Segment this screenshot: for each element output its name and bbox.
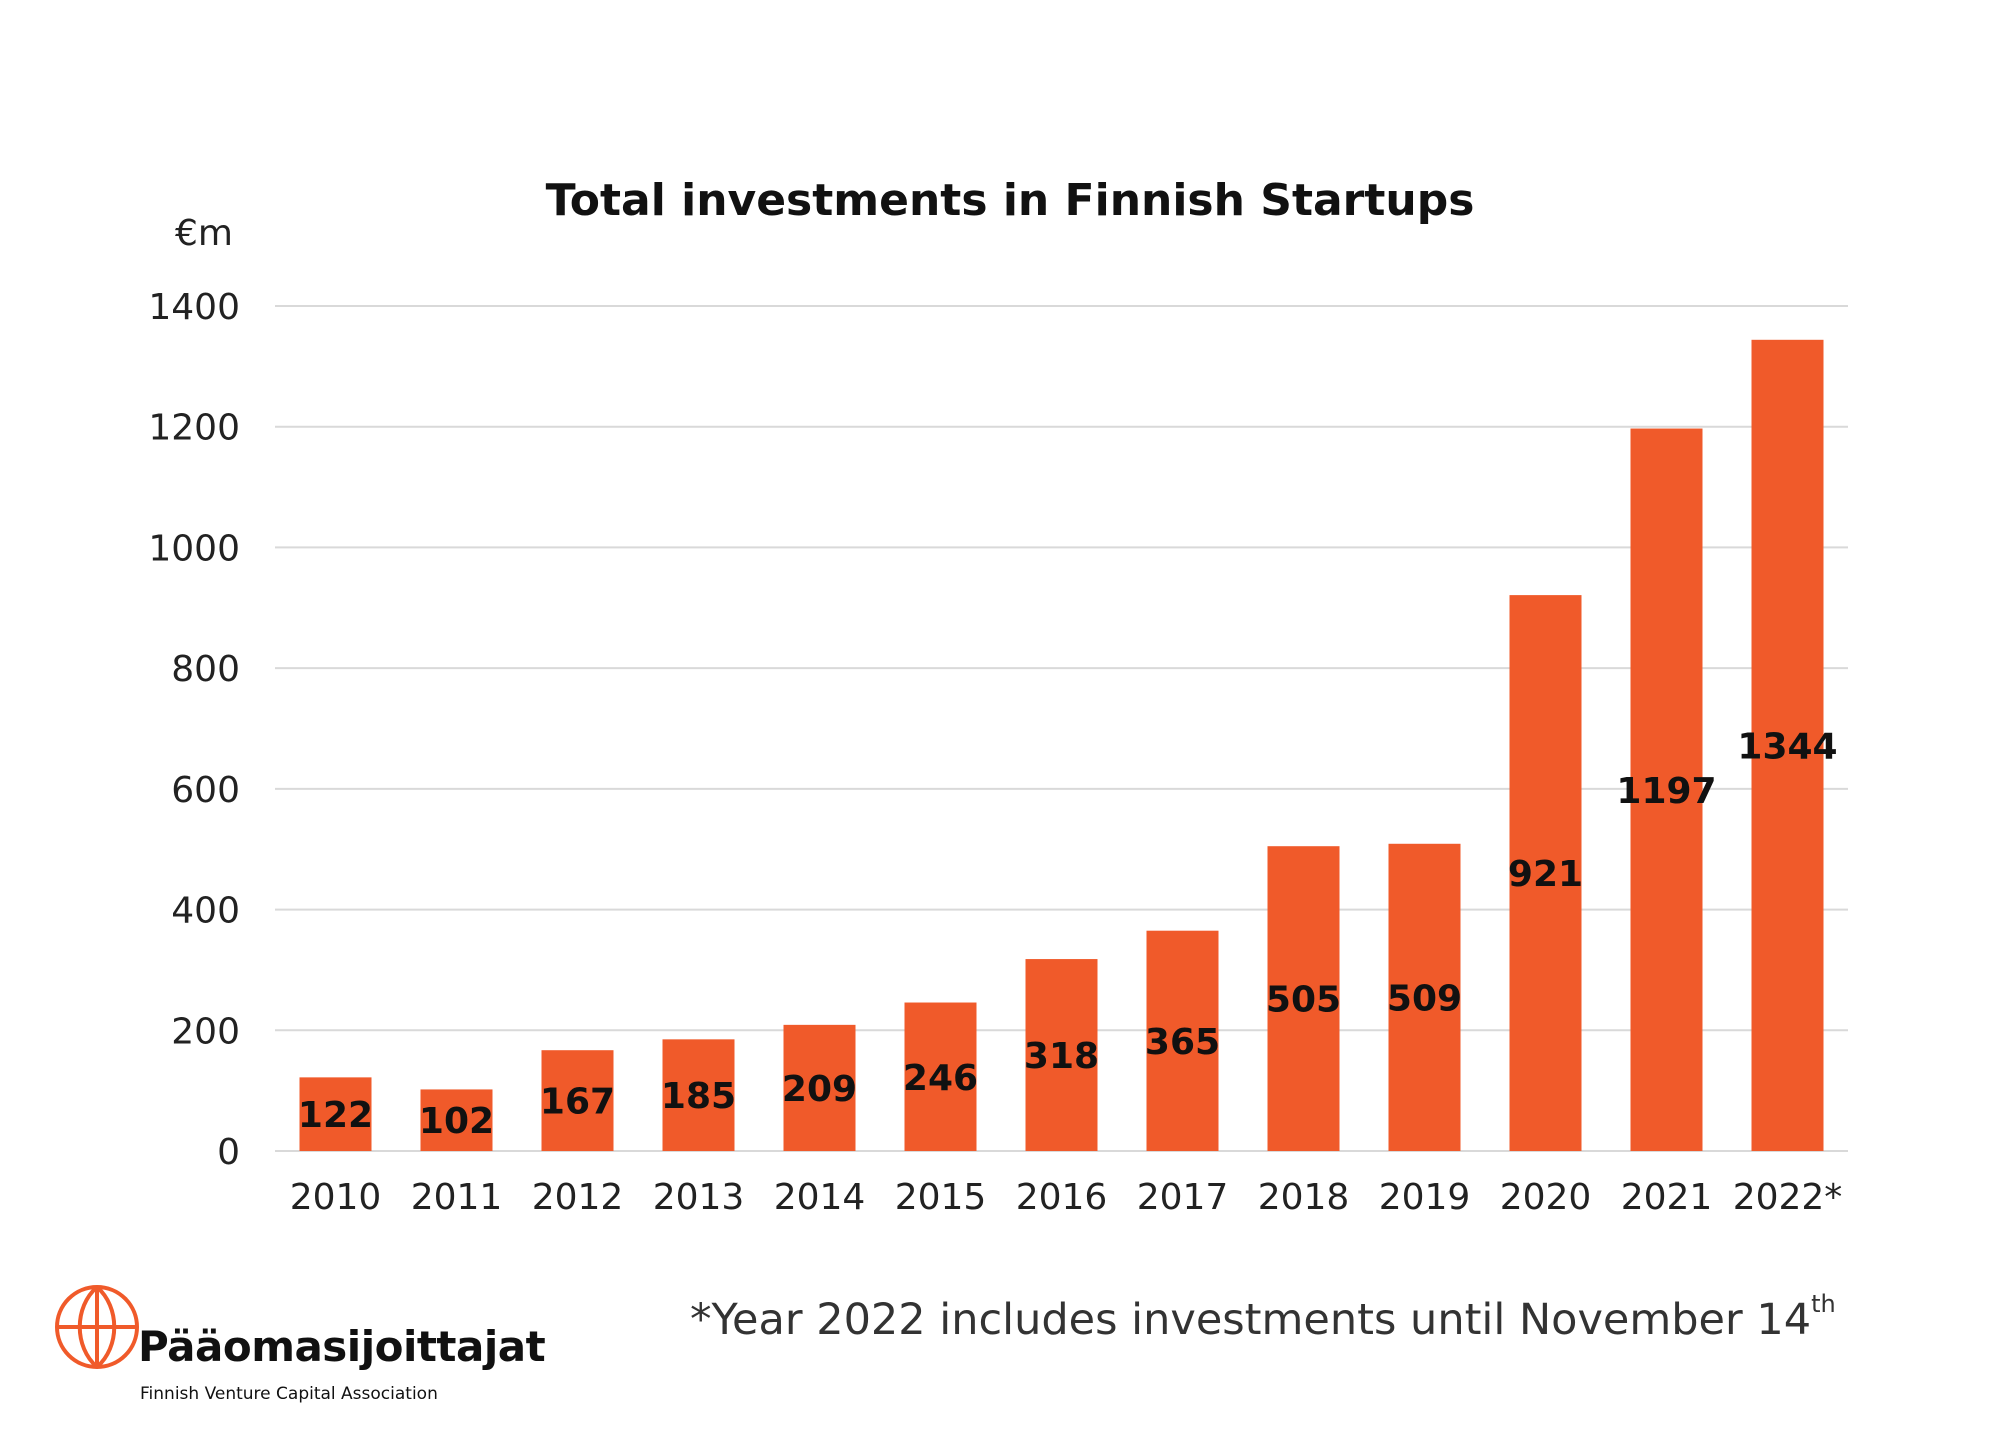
data-label: 365 (1145, 1022, 1220, 1063)
y-tick-label: 1200 (148, 408, 240, 449)
data-labels: 122 102 167 185 209 246 318 365 505 509 921 1197 134… (298, 726, 1838, 1142)
x-tick-label: 2021 (1621, 1177, 1713, 1218)
y-axis-unit-label: €m (175, 213, 233, 254)
y-axis-ticks: 0 200 400 600 800 1000 1200 1400 (148, 287, 240, 1173)
data-label: 246 (903, 1058, 978, 1099)
data-label: 318 (1024, 1036, 1099, 1077)
x-tick-label: 2010 (290, 1177, 382, 1218)
x-tick-label: 2012 (532, 1177, 624, 1218)
logo-globe-icon (55, 1285, 139, 1369)
x-tick-label: 2016 (1016, 1177, 1108, 1218)
footnote: *Year 2022 includes investments until No… (690, 1290, 1836, 1345)
data-label: 167 (540, 1082, 615, 1123)
x-tick-label: 2020 (1500, 1177, 1592, 1218)
data-label: 102 (419, 1101, 494, 1142)
data-label: 209 (782, 1069, 857, 1110)
data-label: 122 (298, 1095, 373, 1136)
gridlines (275, 305, 1848, 1152)
bars (299, 339, 1824, 1151)
bar-2013 (662, 1039, 735, 1151)
data-label: 1197 (1616, 771, 1716, 812)
chart-title: Total investments in Finnish Startups (546, 175, 1475, 226)
x-tick-label: 2019 (1379, 1177, 1471, 1218)
bar-2018 (1267, 846, 1340, 1151)
bar-2020 (1509, 595, 1582, 1151)
data-label: 1344 (1737, 726, 1837, 767)
bar-2010 (299, 1077, 372, 1151)
logo-subtitle: Finnish Venture Capital Association (140, 1384, 438, 1404)
y-tick-label: 400 (171, 891, 240, 932)
bar-2016 (1025, 959, 1098, 1151)
data-label: 505 (1266, 980, 1341, 1021)
y-tick-label: 0 (217, 1132, 240, 1173)
bar-2011 (420, 1089, 493, 1151)
y-tick-label: 1400 (148, 287, 240, 328)
footnote-text: *Year 2022 includes investments until No… (690, 1295, 1812, 1345)
bar-2017 (1146, 930, 1219, 1151)
y-tick-label: 800 (171, 649, 240, 690)
bar-2019 (1388, 843, 1461, 1151)
bar-2022 (1751, 339, 1824, 1151)
bar-2021 (1630, 428, 1703, 1151)
x-tick-label: 2017 (1137, 1177, 1229, 1218)
data-label: 509 (1387, 978, 1462, 1019)
bar-2015 (904, 1002, 977, 1151)
data-label: 185 (661, 1076, 736, 1117)
footnote-superscript: th (1811, 1290, 1836, 1318)
y-tick-label: 600 (171, 770, 240, 811)
x-tick-label: 2018 (1258, 1177, 1350, 1218)
bar-2014 (783, 1024, 856, 1151)
x-tick-label: 2022* (1733, 1177, 1843, 1218)
logo-name: Pääomasijoittajat (138, 1322, 546, 1371)
data-label: 921 (1508, 854, 1583, 895)
x-tick-label: 2013 (653, 1177, 745, 1218)
x-tick-label: 2014 (774, 1177, 866, 1218)
x-tick-label: 2011 (411, 1177, 503, 1218)
y-tick-label: 1000 (148, 528, 240, 569)
x-axis-ticks: 2010 2011 2012 2013 2014 2015 2016 2017 2018 2019… (290, 1177, 1843, 1218)
bar-2012 (541, 1050, 614, 1151)
x-tick-label: 2015 (895, 1177, 987, 1218)
y-tick-label: 200 (171, 1011, 240, 1052)
